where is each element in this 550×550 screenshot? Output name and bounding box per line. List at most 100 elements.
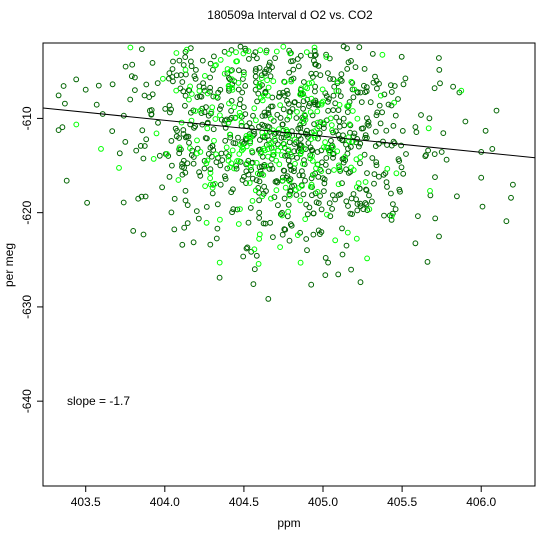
data-point <box>297 259 304 266</box>
data-point <box>426 115 433 122</box>
data-point <box>376 173 382 180</box>
data-point <box>256 80 263 87</box>
data-point <box>271 136 278 142</box>
data-point <box>356 44 363 51</box>
data-point <box>276 93 282 100</box>
data-point <box>245 48 252 54</box>
data-point <box>254 98 261 105</box>
data-point <box>217 216 223 223</box>
data-point <box>129 61 136 68</box>
data-point <box>227 68 234 74</box>
data-point <box>295 125 302 132</box>
data-point <box>150 156 157 162</box>
data-point <box>132 87 138 93</box>
data-point <box>146 94 153 100</box>
data-point <box>287 221 294 228</box>
data-point <box>246 56 252 62</box>
data-point <box>55 92 62 99</box>
data-point <box>340 159 347 166</box>
data-point <box>375 140 382 147</box>
data-point <box>344 45 350 52</box>
data-point <box>166 174 173 180</box>
data-point <box>336 166 343 173</box>
data-point <box>276 90 283 96</box>
data-point <box>282 226 289 233</box>
data-point <box>251 266 258 273</box>
data-point <box>341 122 348 129</box>
data-point <box>250 112 256 119</box>
data-point <box>372 128 379 135</box>
data-point <box>503 218 510 225</box>
data-point <box>287 192 293 199</box>
data-point <box>330 76 337 82</box>
data-point <box>295 185 302 191</box>
data-point <box>357 140 364 147</box>
data-point <box>216 274 223 281</box>
data-point <box>424 259 431 265</box>
data-point <box>154 80 161 86</box>
data-point <box>205 112 212 119</box>
data-point <box>253 117 259 124</box>
data-point <box>285 146 292 153</box>
data-point <box>356 143 362 150</box>
data-point <box>217 106 223 112</box>
data-point <box>313 165 319 172</box>
data-point <box>325 98 331 105</box>
data-point <box>267 73 274 80</box>
data-point <box>259 113 266 119</box>
data-point <box>261 163 268 170</box>
data-point <box>252 187 259 194</box>
data-point <box>454 193 460 200</box>
data-point <box>139 46 145 52</box>
data-point <box>299 172 306 179</box>
data-point <box>395 96 401 102</box>
data-point <box>332 196 339 203</box>
data-point <box>166 75 172 82</box>
data-point <box>122 139 129 145</box>
data-point <box>217 162 224 169</box>
data-point <box>328 137 334 144</box>
data-point <box>287 151 294 158</box>
data-point <box>277 244 284 251</box>
data-point <box>306 204 313 211</box>
data-point <box>153 130 160 137</box>
data-point <box>184 220 191 227</box>
data-point <box>262 89 269 95</box>
data-point <box>371 171 378 178</box>
data-point <box>272 55 279 61</box>
data-point <box>270 234 276 241</box>
data-point <box>273 157 280 164</box>
data-point <box>350 191 357 197</box>
data-point <box>159 184 166 191</box>
data-point <box>180 127 187 133</box>
data-point <box>388 89 395 95</box>
x-tick-label: 405.0 <box>308 495 338 509</box>
x-axis-label: ppm <box>277 516 300 530</box>
data-point <box>348 266 355 273</box>
data-point <box>268 103 274 110</box>
data-point <box>221 70 228 77</box>
data-point <box>120 199 127 206</box>
data-point <box>329 206 336 212</box>
data-point <box>347 122 354 129</box>
data-point <box>306 80 313 87</box>
data-point <box>302 216 309 223</box>
data-point <box>182 187 189 194</box>
data-point <box>327 76 333 82</box>
data-point <box>240 253 247 260</box>
data-point <box>207 175 214 182</box>
data-point <box>218 150 225 157</box>
data-point <box>353 156 360 163</box>
data-point <box>246 180 253 186</box>
data-point <box>229 76 235 83</box>
data-point <box>493 107 500 114</box>
data-point <box>363 187 370 194</box>
data-point <box>302 116 309 123</box>
data-point <box>209 190 216 197</box>
data-point <box>315 227 322 234</box>
data-point <box>293 115 300 121</box>
data-point <box>337 93 344 99</box>
data-point <box>142 193 149 200</box>
data-point <box>311 121 318 127</box>
